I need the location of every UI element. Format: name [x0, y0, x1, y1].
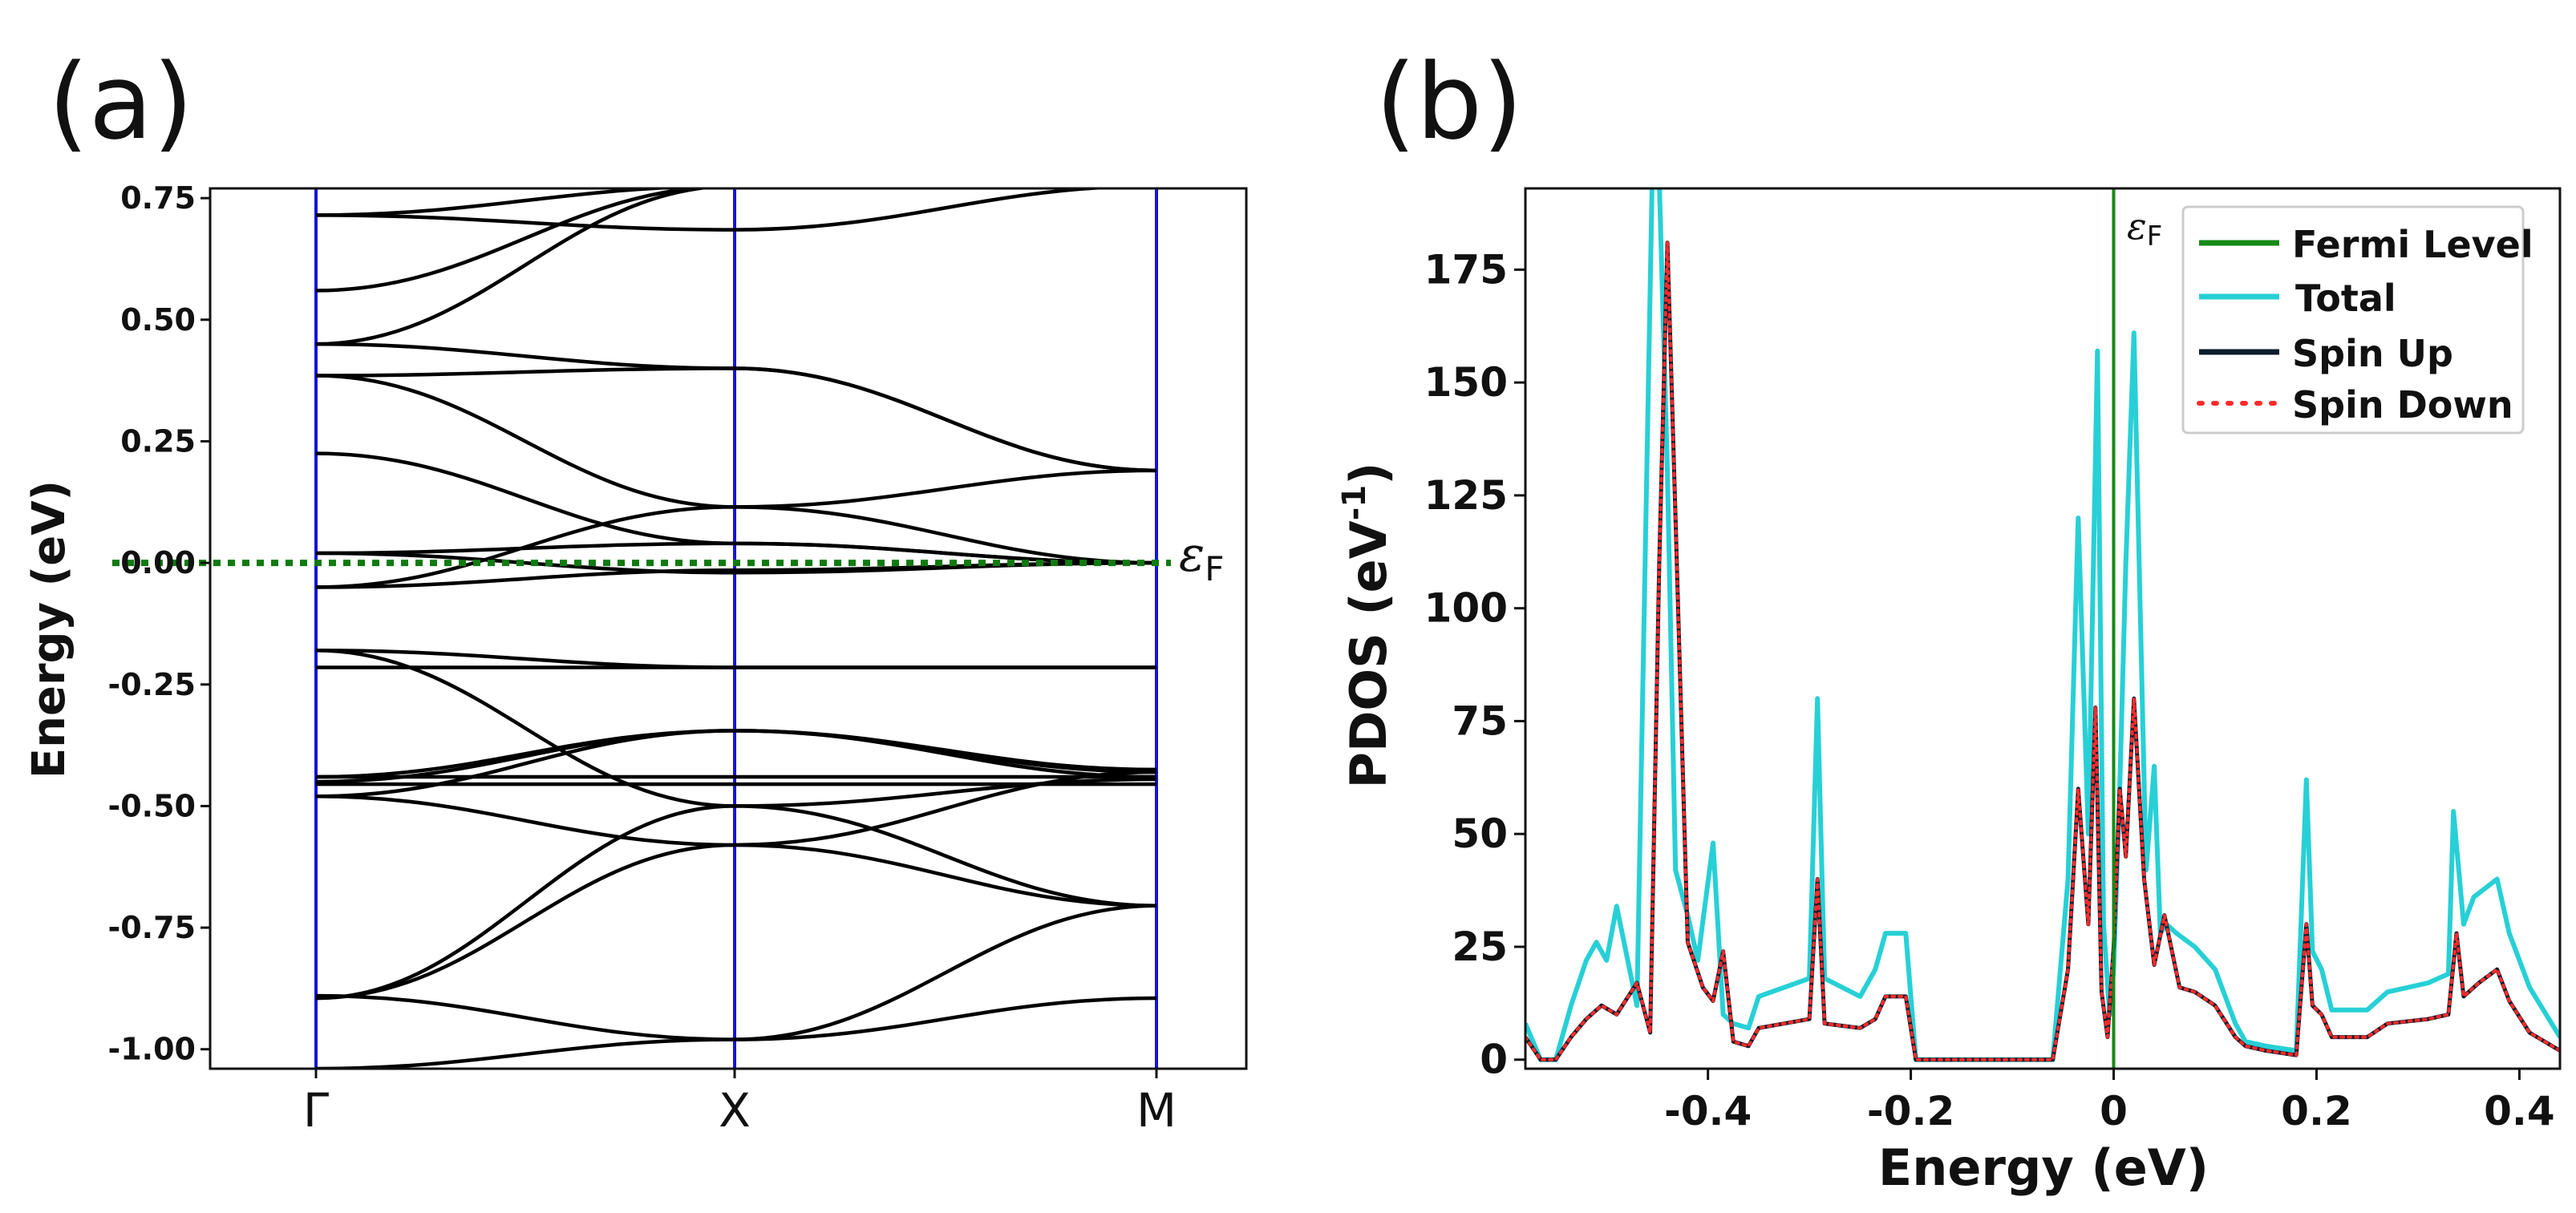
kpoint-label-X: X — [719, 1083, 751, 1138]
fermi-epsilon: ε — [2127, 204, 2147, 248]
x-tick-label: 0.2 — [2281, 1088, 2352, 1134]
fermi-subscript: F — [1205, 549, 1224, 588]
panel-b-label: (b) — [1375, 41, 1523, 163]
band-3 — [315, 188, 718, 346]
y-tick-label: 50 — [1452, 811, 1508, 857]
series-spin-down — [1525, 241, 2560, 1061]
y-axis-ticks: 175 150 125 100 75 50 25 0 — [1424, 246, 1525, 1083]
fermi-epsilon: ε — [1179, 527, 1205, 583]
band-8 — [315, 541, 1157, 565]
y-tick-label: -0.75 — [107, 910, 196, 945]
y-label-main: PDOS (eV — [1339, 520, 1398, 788]
legend: Fermi Level Total Spin Up Spin Down — [2181, 205, 2533, 435]
y-axis-label: PDOS (eV-1) — [1336, 463, 1398, 789]
kpoint-label-M: M — [1136, 1083, 1177, 1138]
y-axis-label: Energy (eV) — [23, 480, 75, 778]
y-tick-label: 0.25 — [120, 423, 196, 459]
y-tick-label: -0.50 — [107, 788, 196, 823]
y-tick-label: 0 — [1480, 1037, 1508, 1083]
y-tick-label: 125 — [1424, 472, 1508, 519]
panel-a-frame — [209, 187, 1248, 1070]
pdos-series — [1525, 188, 2560, 1069]
y-tick-label: 100 — [1424, 585, 1508, 632]
band-structure-panel: (a) 0.75 0.50 0.25 0.00 -0.25 -0.50 -0.75 -1.00… — [23, 41, 1248, 1138]
legend-label-spin-up: Spin Up — [2292, 332, 2453, 375]
y-tick-label: 0.00 — [120, 545, 196, 580]
x-tick-label: 0.4 — [2484, 1088, 2555, 1134]
panel-b-frame — [1524, 187, 2562, 1070]
fermi-annotation: εF — [1179, 527, 1224, 588]
y-tick-label: -0.25 — [107, 667, 196, 702]
y-label-close: ) — [1339, 463, 1398, 485]
band-lines — [315, 188, 1157, 1069]
legend-label-spin-down: Spin Down — [2292, 383, 2513, 427]
legend-box — [2181, 205, 2525, 435]
series-total — [1525, 188, 2560, 1062]
fermi-subscript: F — [2147, 220, 2163, 253]
kpoint-lines — [314, 188, 1158, 1069]
y-tick-label: 75 — [1452, 697, 1508, 744]
y-tick-label: 150 — [1424, 359, 1508, 406]
band-24 — [315, 996, 1157, 1069]
x-tick-label: -0.2 — [1867, 1088, 1954, 1134]
y-tick-label: 0.75 — [120, 180, 196, 216]
band-22 — [315, 843, 1157, 1001]
band-5 — [315, 366, 1157, 473]
y-label-superscript: -1 — [1336, 485, 1373, 520]
panel-a-label: (a) — [48, 41, 193, 163]
band-10 — [315, 505, 1157, 589]
y-tick-label: 0.50 — [120, 302, 196, 338]
legend-label-total: Total — [2295, 277, 2396, 320]
y-axis-ticks: 0.75 0.50 0.25 0.00 -0.25 -0.50 -0.75 -1.00 — [107, 180, 210, 1067]
y-tick-label: -1.00 — [107, 1032, 196, 1067]
kpoint-label-Γ: Γ — [303, 1083, 329, 1138]
band-2 — [315, 188, 714, 293]
fermi-annotation: εF — [2127, 204, 2162, 253]
x-axis-label: Energy (eV) — [1878, 1138, 2209, 1197]
band-0 — [315, 188, 1124, 232]
x-axis-ticks: -0.4 -0.2 0 0.2 0.4 — [1664, 1069, 2555, 1134]
y-tick-label: 25 — [1452, 924, 1508, 970]
band-20 — [315, 729, 1157, 799]
band-11 — [315, 560, 1157, 589]
legend-label-fermi-level: Fermi Level — [2292, 223, 2533, 266]
x-tick-label: -0.4 — [1664, 1088, 1752, 1134]
y-tick-label: 175 — [1424, 246, 1508, 293]
band-1 — [315, 188, 693, 217]
band-21 — [315, 777, 1157, 1001]
x-tick-label: 0 — [2100, 1088, 2128, 1134]
